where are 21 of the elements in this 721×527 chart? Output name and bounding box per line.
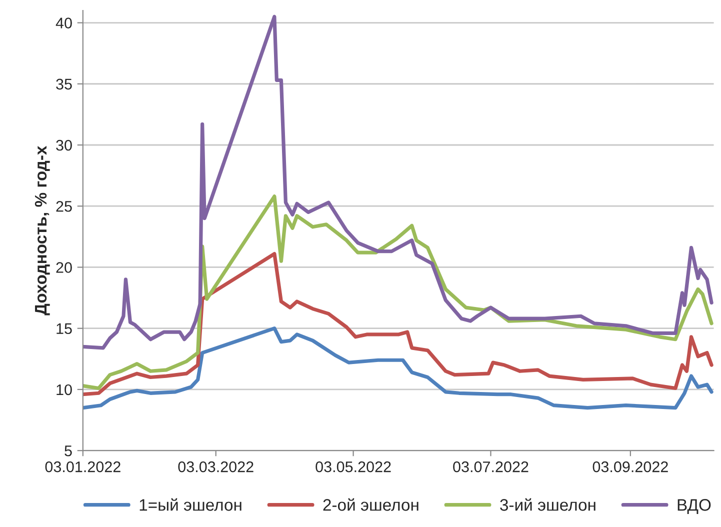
line-series [82,14,714,350]
x-tick-label: 03.05.2022 [316,461,391,472]
y-tick-label: 20 [56,262,72,273]
legend-label: 3-ий эшелон [500,498,596,511]
legend-label: 1=ый эшелон [140,498,242,511]
y-tick-label: 40 [56,18,72,28]
legend-label: 2-ой эшелон [323,498,418,511]
y-tick-label: 15 [56,323,72,334]
line-series [82,326,714,410]
line-series [82,252,714,396]
y-tick-label: 10 [56,384,72,396]
y-tick-label: 25 [56,200,72,212]
x-tick-label: 03.09.2022 [592,461,668,472]
x-tick-label: 03.03.2022 [178,461,254,472]
legend-label: ВДО [678,499,711,514]
x-tick-label: 03.07.2022 [453,461,528,472]
y-tick-label: 5 [64,446,72,456]
y-tick-label: 30 [56,140,72,151]
y-axis-title: Доходность, % год-х [34,146,50,316]
x-tick-label: 03.01.2022 [45,461,120,472]
y-tick-label: 35 [56,78,72,90]
